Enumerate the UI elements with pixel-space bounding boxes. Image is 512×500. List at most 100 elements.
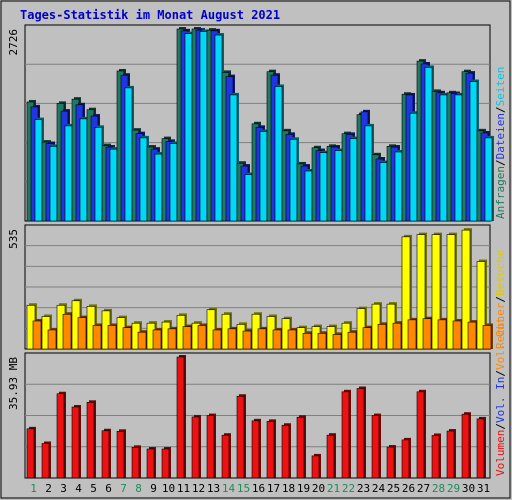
bar-volumen-day-13 <box>206 413 216 479</box>
bar-volumen-day-30 <box>461 412 471 479</box>
bar-rechner-day-25 <box>392 321 403 350</box>
bar-rechner-day-1 <box>32 318 43 350</box>
bar-volumen-day-9 <box>146 446 156 479</box>
bar-rechner-day-6 <box>107 323 118 350</box>
x-tick-label: 1 <box>30 482 37 495</box>
x-tick-label: 25 <box>387 482 400 495</box>
bar-volumen-day-14 <box>221 433 231 479</box>
bar-volumen-day-18 <box>281 423 291 479</box>
bar-rechner-day-31 <box>482 323 493 350</box>
x-tick-label: 27 <box>417 482 430 495</box>
bar-rechner-day-27 <box>422 316 433 350</box>
legend-entry: / <box>494 106 507 113</box>
bar-volumen-day-29 <box>446 429 456 479</box>
bar-volumen-day-31 <box>476 416 486 479</box>
x-tick-label: 3 <box>60 482 67 495</box>
panel-middle: 535 <box>7 224 493 350</box>
x-tick-label: 9 <box>150 482 157 495</box>
x-tick-label: 4 <box>75 482 82 495</box>
bar-rechner-day-8 <box>137 330 148 350</box>
panel-bottom-max-label: 35.93 MB <box>7 357 20 410</box>
legend-entry: Besuche <box>494 250 507 296</box>
panel-top-max-label: 2726 <box>7 29 20 56</box>
bar-rechner-day-3 <box>62 312 73 350</box>
x-tick-label: 6 <box>105 482 112 495</box>
bar-rechner-day-28 <box>437 317 448 350</box>
bar-rechner-day-15 <box>242 329 253 350</box>
bar-volumen-day-12 <box>191 414 201 479</box>
bar-volumen-day-26 <box>401 437 411 479</box>
bar-volumen-day-24 <box>371 413 381 479</box>
right-legend: Anfragen/Dateien/SeitenRechner/BesucheVo… <box>494 67 507 476</box>
legend-entry: Rechner <box>494 302 507 349</box>
bar-rechner-day-17 <box>272 327 283 350</box>
bar-volumen-day-2 <box>41 441 51 479</box>
panel-bottom: 35.93 MB <box>7 352 491 479</box>
x-tick-label: 10 <box>162 482 175 495</box>
x-tick-label: 2 <box>45 482 52 495</box>
legend-entry: Volumen <box>494 430 507 476</box>
x-tick-label: 21 <box>327 482 340 495</box>
bar-volumen-day-4 <box>71 405 81 479</box>
bar-volumen-day-1 <box>26 426 36 479</box>
bar-rechner-day-4 <box>77 315 88 350</box>
chart-panels: 2726 535 35.93 MB <box>7 24 494 479</box>
bar-rechner-day-11 <box>182 324 193 350</box>
legend-rechner-besuche: Rechner/Besuche <box>494 250 507 349</box>
bar-volumen-day-10 <box>161 446 171 479</box>
x-tick-label: 15 <box>237 482 250 495</box>
bar-volumen-day-17 <box>266 419 276 479</box>
legend-entry: Vol. Out <box>494 317 507 370</box>
bar-rechner-day-19 <box>302 331 313 350</box>
x-axis-labels: 1 2 3 4 5 6 7 8 9 10 11 12 13 14 15 16 17 18 19 20 21 22 23 24 2… <box>30 482 490 495</box>
legend-entry: / <box>494 370 507 377</box>
bar-rechner-day-14 <box>227 326 238 350</box>
x-tick-label: 20 <box>312 482 325 495</box>
bar-rechner-day-26 <box>407 317 418 350</box>
bar-rechner-day-16 <box>257 326 268 350</box>
panel-middle-max-label: 535 <box>7 229 20 249</box>
x-tick-label: 19 <box>297 482 310 495</box>
bar-seiten-day-31 <box>484 135 494 222</box>
x-tick-label: 11 <box>177 482 190 495</box>
panel-top: 2726 <box>7 24 494 222</box>
x-tick-label: 26 <box>402 482 415 495</box>
bar-besuche-day-26 <box>401 234 412 350</box>
legend-anfragen-dateien-seiten: Anfragen/Dateien/Seiten <box>494 67 507 219</box>
bar-rechner-day-22 <box>347 330 358 350</box>
bar-rechner-day-29 <box>452 318 463 350</box>
bar-rechner-day-10 <box>167 326 178 350</box>
bar-volumen-day-7 <box>116 429 126 479</box>
legend-entry: Dateien <box>494 113 507 159</box>
bar-volumen-day-25 <box>386 445 396 479</box>
bar-besuche-day-30 <box>461 228 472 350</box>
bar-rechner-day-9 <box>152 327 163 350</box>
bar-besuche-day-28 <box>431 232 442 350</box>
bar-volumen-day-11 <box>176 355 186 479</box>
bar-rechner-day-2 <box>47 327 58 350</box>
bar-volumen-day-23 <box>356 386 366 479</box>
legend-entry: / <box>494 423 507 430</box>
x-tick-label: 18 <box>282 482 295 495</box>
bar-volumen-day-6 <box>101 428 111 479</box>
bar-volumen-day-3 <box>56 391 66 479</box>
bar-rechner-day-13 <box>212 327 223 350</box>
bar-rechner-day-30 <box>467 320 478 350</box>
bar-besuche-day-29 <box>446 232 457 350</box>
legend-entry: Seiten <box>494 67 507 107</box>
bar-besuche-day-31 <box>476 259 487 350</box>
bar-volumen-day-16 <box>251 418 261 479</box>
bar-volumen-day-15 <box>236 394 246 479</box>
legend-entry: / <box>494 159 507 166</box>
bar-rechner-day-20 <box>317 331 328 350</box>
legend-volumen: Volumen/Vol. In/Vol. Out <box>494 317 507 476</box>
x-tick-label: 17 <box>267 482 280 495</box>
bar-rechner-day-21 <box>332 332 343 350</box>
bar-volumen-day-28 <box>431 433 441 479</box>
x-tick-label: 13 <box>207 482 220 495</box>
x-tick-label: 16 <box>252 482 265 495</box>
x-tick-label: 30 <box>462 482 475 495</box>
x-tick-label: 29 <box>447 482 460 495</box>
x-tick-label: 8 <box>135 482 142 495</box>
